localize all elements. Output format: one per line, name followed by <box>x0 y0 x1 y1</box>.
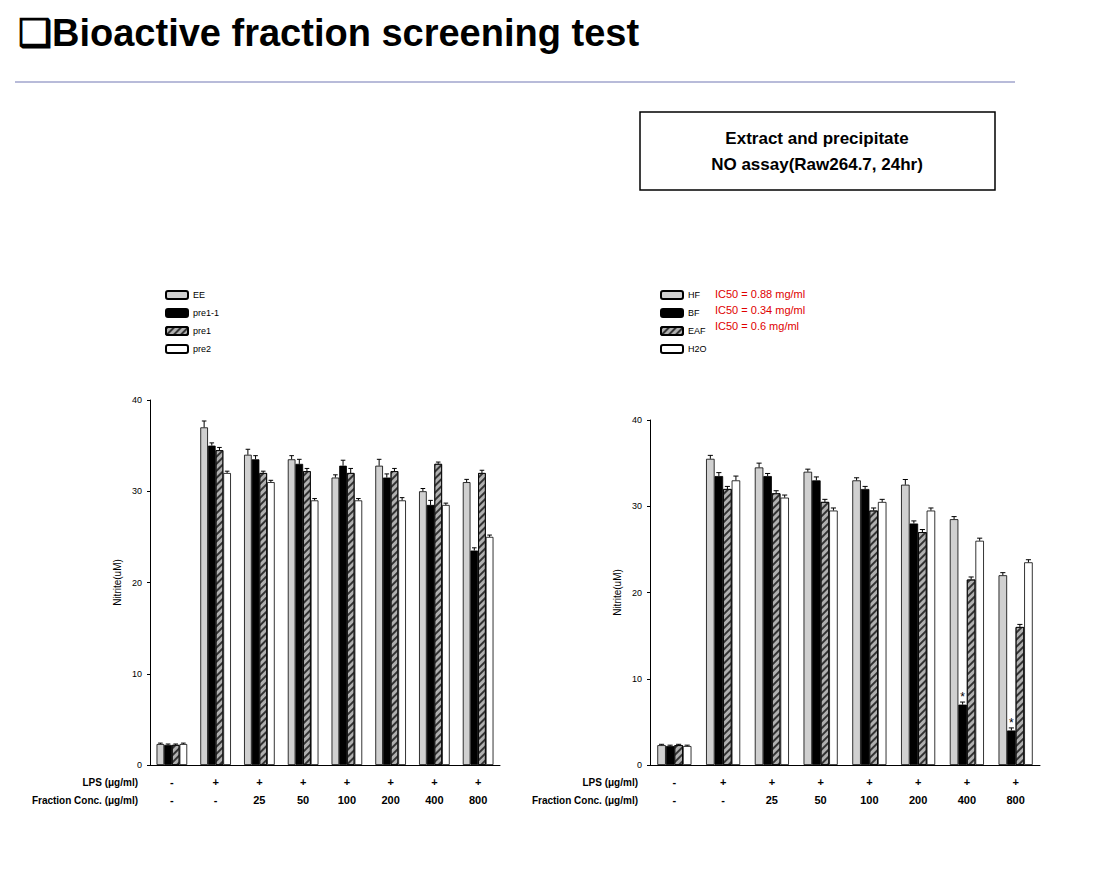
svg-text:EAF: EAF <box>688 326 706 336</box>
svg-text:25: 25 <box>766 794 778 806</box>
svg-text:BF: BF <box>688 308 700 318</box>
svg-text:20: 20 <box>132 578 142 588</box>
svg-text:-: - <box>673 776 677 788</box>
svg-text:NO assay(Raw264.7, 24hr): NO assay(Raw264.7, 24hr) <box>711 155 923 174</box>
svg-text:400: 400 <box>425 794 443 806</box>
svg-text:❑Bioactive fraction screening: ❑Bioactive fraction screening test <box>18 12 639 54</box>
svg-text:40: 40 <box>632 415 642 425</box>
svg-text:800: 800 <box>1006 794 1024 806</box>
svg-text:pre1: pre1 <box>193 326 211 336</box>
svg-text:+: + <box>769 776 775 788</box>
svg-text:10: 10 <box>632 674 642 684</box>
svg-text:Extract and precipitate: Extract and precipitate <box>725 129 908 148</box>
svg-text:HF: HF <box>688 290 700 300</box>
svg-text:50: 50 <box>297 794 309 806</box>
svg-text:+: + <box>964 776 970 788</box>
svg-text:+: + <box>475 776 481 788</box>
svg-text:IC50 = 0.88 mg/ml: IC50 = 0.88 mg/ml <box>715 288 805 300</box>
svg-text:IC50 = 0.6 mg/ml: IC50 = 0.6 mg/ml <box>715 320 799 332</box>
svg-text:10: 10 <box>132 669 142 679</box>
svg-text:H2O: H2O <box>688 344 707 354</box>
svg-text:Nitrite(uM): Nitrite(uM) <box>612 569 623 616</box>
svg-text:+: + <box>431 776 437 788</box>
svg-text:100: 100 <box>338 794 356 806</box>
svg-text:IC50 = 0.34 mg/ml: IC50 = 0.34 mg/ml <box>715 304 805 316</box>
svg-text:+: + <box>256 776 262 788</box>
svg-text:+: + <box>387 776 393 788</box>
svg-text:0: 0 <box>137 760 142 770</box>
svg-text:20: 20 <box>632 588 642 598</box>
svg-text:30: 30 <box>132 486 142 496</box>
svg-text:pre2: pre2 <box>193 344 211 354</box>
svg-text:Fraction Conc. (μg/ml): Fraction Conc. (μg/ml) <box>532 795 638 806</box>
svg-text:+: + <box>720 776 726 788</box>
svg-text:200: 200 <box>381 794 399 806</box>
svg-text:+: + <box>1012 776 1018 788</box>
svg-text:*: * <box>1009 716 1014 730</box>
svg-text:100: 100 <box>860 794 878 806</box>
svg-text:+: + <box>866 776 872 788</box>
svg-text:LPS (μg/ml): LPS (μg/ml) <box>82 777 138 788</box>
svg-text:+: + <box>212 776 218 788</box>
svg-text:pre1-1: pre1-1 <box>193 308 219 318</box>
svg-text:0: 0 <box>637 760 642 770</box>
svg-text:+: + <box>817 776 823 788</box>
svg-text:30: 30 <box>632 501 642 511</box>
svg-text:-: - <box>170 794 174 806</box>
svg-text:50: 50 <box>815 794 827 806</box>
svg-text:25: 25 <box>253 794 265 806</box>
svg-text:-: - <box>214 794 218 806</box>
svg-text:+: + <box>344 776 350 788</box>
svg-text:EE: EE <box>193 290 205 300</box>
svg-text:LPS (μg/ml): LPS (μg/ml) <box>582 777 638 788</box>
svg-text:Fraction Conc. (μg/ml): Fraction Conc. (μg/ml) <box>32 795 138 806</box>
svg-text:Nitrite(uM): Nitrite(uM) <box>112 559 123 606</box>
svg-text:-: - <box>673 794 677 806</box>
svg-text:40: 40 <box>132 395 142 405</box>
svg-text:+: + <box>300 776 306 788</box>
svg-text:400: 400 <box>958 794 976 806</box>
svg-text:800: 800 <box>469 794 487 806</box>
svg-text:*: * <box>960 690 965 704</box>
svg-text:-: - <box>170 776 174 788</box>
svg-text:-: - <box>721 794 725 806</box>
svg-text:200: 200 <box>909 794 927 806</box>
svg-text:+: + <box>915 776 921 788</box>
